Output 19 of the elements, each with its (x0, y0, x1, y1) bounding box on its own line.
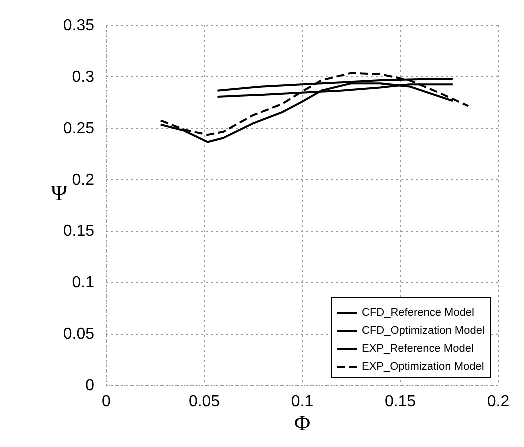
y-axis-title: Ψ (51, 180, 68, 206)
legend-label: EXP_Reference Model (362, 343, 474, 355)
y-tick-label: 0.3 (72, 68, 95, 86)
x-tick-label: 0.15 (384, 394, 416, 410)
x-tick-label: 0.05 (188, 394, 220, 410)
legend-label: CFD_Optimization Model (362, 325, 485, 337)
y-tick-label: 0 (86, 378, 95, 394)
y-tick-label: 0.2 (72, 172, 95, 189)
legend-label: EXP_Optimization Model (362, 361, 484, 373)
y-tick-label: 0.15 (63, 223, 95, 240)
x-axis-title: Φ (294, 410, 311, 436)
y-tick-label: 0.1 (72, 274, 95, 292)
y-tick-label: 0.25 (63, 120, 95, 138)
x-tick-label: 0.1 (291, 394, 314, 410)
y-tick-label: 0.35 (63, 18, 95, 34)
x-tick-label: 0 (102, 394, 112, 410)
x-tick-label: 0.2 (487, 394, 510, 410)
legend-label: CFD_Reference Model (362, 307, 474, 319)
y-tick-label: 0.05 (63, 326, 95, 344)
